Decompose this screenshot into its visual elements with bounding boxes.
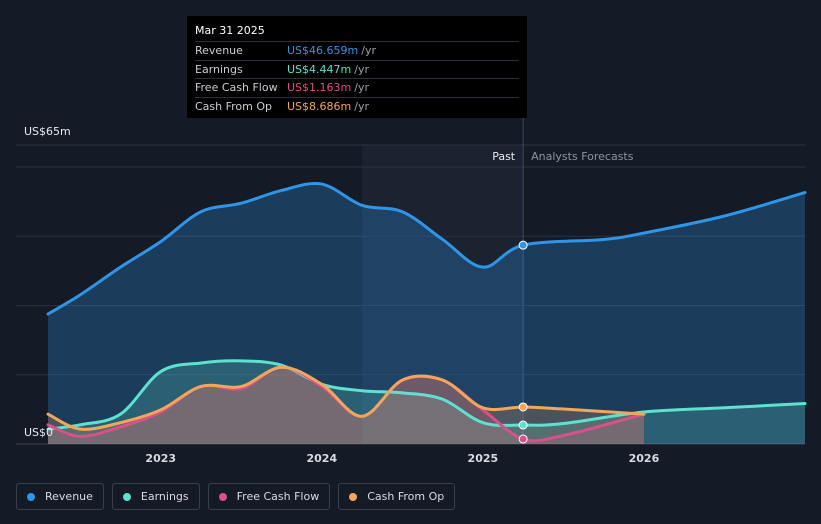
legend-dot-icon bbox=[27, 492, 35, 501]
forecast-label: Analysts Forecasts bbox=[531, 150, 634, 163]
legend-dot-icon bbox=[218, 492, 227, 501]
tooltip-row-revenue: Revenue US$46.659m /yr bbox=[195, 41, 519, 60]
x-tick-label: 2025 bbox=[468, 452, 499, 465]
earnings-line bbox=[46, 359, 807, 431]
legend-dot-icon bbox=[122, 492, 131, 501]
tooltip-value: US$4.447m bbox=[287, 62, 352, 76]
legend-label: Cash From Op bbox=[367, 490, 445, 503]
tooltip-unit: /yr bbox=[361, 44, 376, 57]
y-axis-bottom-label: US$0 bbox=[24, 426, 53, 439]
legend-label: Earnings bbox=[140, 490, 189, 503]
past-label: Past bbox=[492, 150, 516, 163]
legend-dot-icon bbox=[349, 492, 358, 501]
tooltip-date: Mar 31 2025 bbox=[195, 24, 265, 37]
tooltip: Mar 31 2025 Revenue US$46.659m /yr Earni… bbox=[187, 16, 527, 118]
legend-item-cash-from-op[interactable]: Cash From Op bbox=[338, 483, 456, 510]
tooltip-row-cash-from-op: Cash From Op US$8.686m /yr bbox=[195, 96, 519, 116]
y-axis-top-label: US$65m bbox=[24, 125, 71, 138]
x-tick-label: 2026 bbox=[629, 452, 660, 465]
tooltip-value: US$1.163m bbox=[287, 81, 352, 94]
legend: Revenue Earnings Free Cash Flow Cash Fro… bbox=[16, 483, 456, 510]
revenue-marker bbox=[518, 240, 528, 250]
legend-label: Free Cash Flow bbox=[236, 490, 320, 503]
earnings-marker bbox=[518, 420, 528, 430]
tooltip-value: US$46.659m bbox=[287, 44, 359, 57]
tooltip-label: Earnings bbox=[195, 62, 243, 76]
tooltip-label: Free Cash Flow bbox=[195, 81, 278, 94]
series-markers bbox=[518, 240, 528, 444]
revenue-line bbox=[46, 181, 807, 316]
legend-label: Revenue bbox=[45, 490, 93, 503]
x-tick-label: 2023 bbox=[145, 452, 176, 465]
tooltip-label: Revenue bbox=[195, 44, 243, 57]
tooltip-unit: /yr bbox=[354, 62, 369, 76]
tooltip-value: US$8.686m bbox=[287, 99, 352, 113]
tooltip-unit: /yr bbox=[354, 81, 369, 94]
revenue-area bbox=[48, 183, 805, 444]
legend-item-revenue[interactable]: Revenue bbox=[16, 483, 104, 510]
legend-item-free-cash-flow[interactable]: Free Cash Flow bbox=[207, 483, 331, 510]
legend-item-earnings[interactable]: Earnings bbox=[111, 483, 200, 510]
tooltip-unit: /yr bbox=[354, 99, 369, 113]
tooltip-row-earnings: Earnings US$4.447m /yr bbox=[195, 59, 519, 79]
free-cash-flow-marker bbox=[518, 434, 528, 444]
cash-from-op-marker bbox=[518, 402, 528, 412]
x-tick-label: 2024 bbox=[306, 452, 337, 465]
cash-from-op-line bbox=[46, 365, 646, 431]
tooltip-row-free-cash-flow: Free Cash Flow US$1.163m /yr bbox=[195, 78, 519, 97]
axis-labels: US$65m US$0 Past Analysts Forecasts 2023 2024… bbox=[24, 125, 660, 465]
tooltip-label: Cash From Op bbox=[195, 99, 273, 113]
